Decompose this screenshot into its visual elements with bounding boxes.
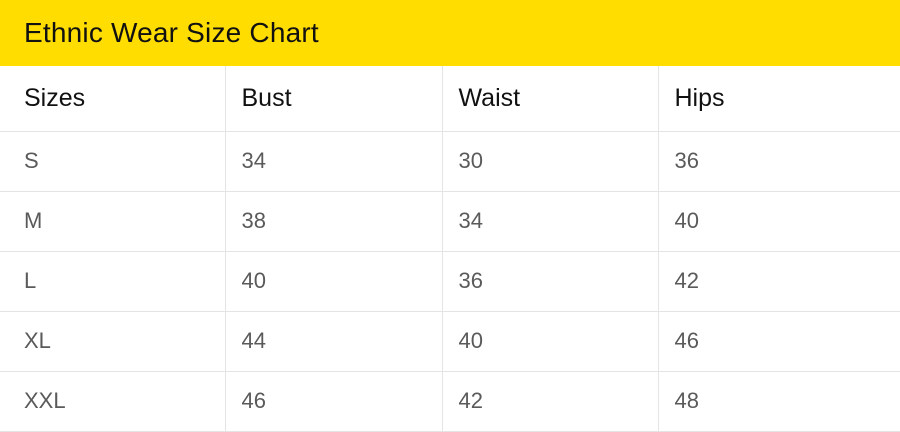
size-cell: XXL [0, 371, 226, 432]
table-row: S 34 30 36 [0, 131, 900, 192]
column-header-waist: Waist [442, 66, 659, 132]
waist-cell: 40 [442, 311, 659, 372]
waist-cell: 42 [442, 371, 659, 432]
bust-cell: 46 [225, 371, 443, 432]
hips-cell: 36 [658, 131, 900, 192]
column-header-bust: Bust [225, 66, 443, 132]
waist-cell: 34 [442, 191, 659, 252]
waist-cell: 36 [442, 251, 659, 312]
hips-cell: 48 [658, 371, 900, 432]
size-cell: S [0, 131, 226, 192]
table-row: L 40 36 42 [0, 251, 900, 312]
column-header-hips: Hips [658, 66, 900, 132]
size-cell: L [0, 251, 226, 312]
title-bar: Ethnic Wear Size Chart [0, 0, 900, 66]
table-row: XXL 46 42 48 [0, 371, 900, 432]
table-row: XL 44 40 46 [0, 311, 900, 372]
hips-cell: 40 [658, 191, 900, 252]
hips-cell: 42 [658, 251, 900, 312]
table-header-row: Sizes Bust Waist Hips [0, 66, 900, 132]
size-cell: XL [0, 311, 226, 372]
bust-cell: 44 [225, 311, 443, 372]
hips-cell: 46 [658, 311, 900, 372]
bust-cell: 40 [225, 251, 443, 312]
table-row: M 38 34 40 [0, 191, 900, 252]
bust-cell: 38 [225, 191, 443, 252]
bust-cell: 34 [225, 131, 443, 192]
waist-cell: 30 [442, 131, 659, 192]
page-title: Ethnic Wear Size Chart [24, 17, 319, 48]
size-table: Sizes Bust Waist Hips S 34 30 36 M 38 34… [0, 66, 900, 432]
size-cell: M [0, 191, 226, 252]
column-header-sizes: Sizes [0, 66, 226, 132]
